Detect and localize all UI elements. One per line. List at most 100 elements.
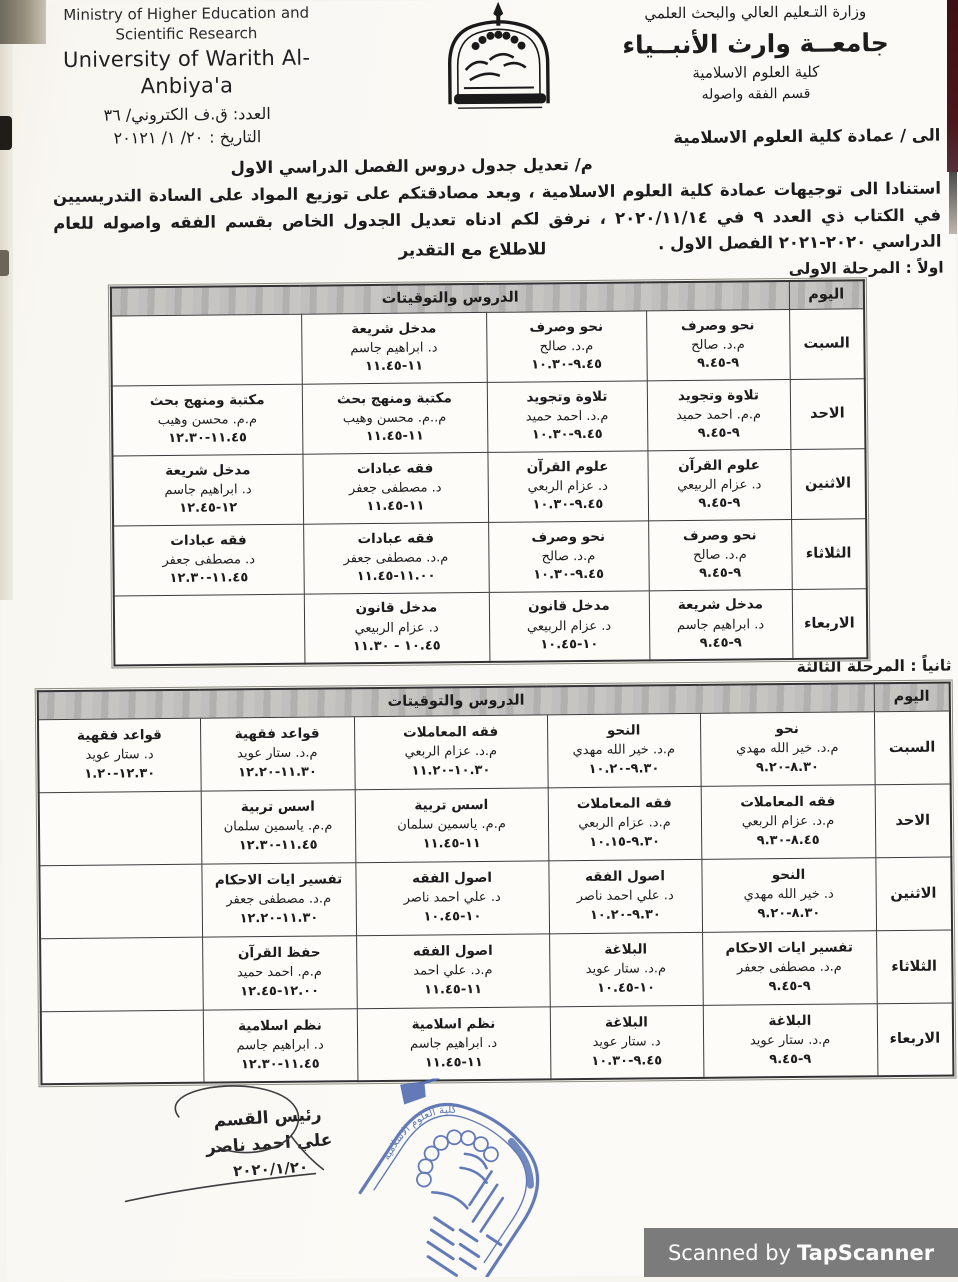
lesson-time: ١٠.٤٥-١٠: [597, 980, 656, 996]
header-left-block: Ministry of Higher Education and Scienti…: [31, 3, 342, 149]
schedule-row: الاربعاء مدخل شريعة د. ابراهيم جاسم ٩.٤٥-٩ م…: [113, 588, 868, 666]
lesson-subject: نحو وصرف: [682, 527, 757, 544]
lesson-time: ١٢.٤٥-١٢: [179, 500, 238, 517]
lesson-teacher: د. عزام الربعي: [527, 478, 608, 495]
day-cell: السبت: [789, 308, 865, 380]
lesson-cell: تلاوة وتجويد م.م. احمد حميد ٩.٤٥-٩: [646, 379, 791, 451]
tapscanner-brand-label: TapScanner: [796, 1240, 935, 1265]
empty-cell: [111, 313, 302, 386]
lesson-cell: النحو م.د. خير الله مهدي ١٠.٢٠-٩.٣٠: [546, 712, 701, 788]
university-name-en: University of Warith Al-Anbiya'a: [62, 45, 311, 99]
lesson-cell: تلاوة وتجويد م.د. احمد حميد ١٠.٣٠-٩.٤٥: [486, 380, 648, 452]
day-column-header: اليوم: [788, 280, 865, 310]
lesson-teacher: د. ابراهيم جاسم: [350, 340, 438, 357]
lesson-subject: اصول الفقه: [412, 943, 493, 960]
lesson-teacher: د. عزام الربيعي: [354, 620, 439, 636]
lesson-cell: نحو وصرف م.د. صالح ١٠.٣٠-٩.٤٥: [488, 520, 649, 592]
empty-cell: [38, 790, 202, 866]
scan-artifact-left-small: [0, 250, 9, 276]
lesson-teacher: م.د. صالح: [541, 548, 596, 565]
scan-artifact-left-strip: [0, 40, 13, 600]
lesson-teacher: م.د. عزام الربعي: [741, 814, 835, 830]
college-name-ar: كلية العلوم الاسلامية: [692, 62, 820, 82]
date-value: ٢٠١٢١ /١ /٢٠: [113, 127, 204, 148]
lesson-time: ١١.٤٥-١١: [424, 1054, 483, 1071]
university-name-ar: جامعــة وارث الأنبــياء: [622, 27, 889, 60]
lesson-time: ١٢.٣٠-١١.٤٥: [238, 837, 318, 854]
lesson-subject: النحو: [771, 867, 806, 884]
day-cell: الثلاثاء: [791, 518, 867, 590]
lesson-time: ٩.٣٠-٨.٤٥: [756, 832, 820, 849]
lesson-time: ٩.٤٥-٩: [697, 425, 740, 442]
intro-date-value: ٢٠٢٠/١١/١٤: [615, 207, 708, 228]
lesson-subject: مدخل شريعة: [351, 320, 437, 337]
lesson-subject: البلاغة: [604, 941, 648, 959]
lesson-subject: فقه عبادات: [357, 530, 435, 547]
day-cell: الاحد: [874, 783, 952, 858]
lesson-time: ٩.٤٥-٩: [699, 635, 742, 652]
lesson-subject: البلاغة: [604, 1014, 648, 1031]
lesson-time: ١.٢٠-١٢.٣٠: [84, 766, 156, 782]
lesson-teacher: د. مصطفى جعفر: [348, 480, 442, 497]
lesson-time: ١٠.١٥-٩.٣٠: [589, 834, 661, 850]
lesson-teacher: م.م. ياسمين سلمان: [223, 818, 333, 835]
lesson-cell: فقه المعاملات م.د. عزام الربعي ١٠.١٥-٩.٣٠: [547, 785, 702, 861]
lesson-time: ١١.٤٥-١١: [424, 981, 483, 998]
lesson-cell: تفسير ايات الاحكام م.د. مصطفى جعفر ١٢.٢٠-١…: [201, 862, 357, 937]
schedule-row: الاثنين علوم القرآن د. عزام الربيعي ٩.٤٥-٩ ع…: [112, 448, 867, 526]
lesson-time: ١٠.٣٠-٩.٤٥: [531, 427, 603, 443]
lesson-time: ١١.٤٥-١١: [365, 358, 424, 375]
schedule-row: الثلاثاء نحو وصرف م.د. صالح ٩.٤٥-٩ نحو وصرف م…: [113, 518, 867, 596]
handwritten-signature-strokes: [124, 1085, 325, 1203]
day-cell: السبت: [873, 710, 951, 785]
lesson-cell: فقه عبادات م.د. مصطفى جعفر ١١.٤٥-١١.٠٠: [303, 521, 489, 594]
day-cell: الاربعاء: [791, 588, 868, 659]
lesson-teacher: م.د. خير الله مهدي: [736, 741, 839, 757]
lesson-subject: تفسير ايات الاحكام: [214, 871, 343, 889]
lesson-teacher: م.د. صالح: [539, 338, 594, 355]
lesson-subject: تلاوة وتجويد: [677, 387, 759, 404]
lesson-time: ٩.٤٥-٩: [768, 978, 811, 995]
lesson-cell: نحو م.د. خير الله مهدي ٩.٢٠-٨.٣٠: [699, 711, 875, 786]
lesson-subject: قواعد فقهية: [234, 725, 320, 743]
lesson-time: ٩.٢٠-٨.٣٠: [757, 905, 821, 922]
lesson-teacher: د. خير الله مهدي: [743, 887, 834, 903]
lesson-teacher: د. ستار عويد: [592, 1034, 661, 1051]
university-emblem-icon: [448, 1, 550, 109]
lesson-teacher: م.د. مصطفى جعفر: [343, 550, 449, 567]
lesson-subject: اسس تربية: [240, 798, 315, 816]
lesson-subject: مكتبة ومنهج بحث: [149, 391, 265, 409]
lesson-cell: النحو د. خير الله مهدي ٩.٢٠-٨.٣٠: [701, 857, 877, 932]
date-label: التاريخ :: [209, 127, 262, 147]
lesson-cell: مدخل شريعة د. ابراهيم جاسم ١٢.٤٥-١٢: [112, 453, 304, 526]
lesson-teacher: م.د. مصطفى جعفر: [226, 891, 332, 908]
lesson-time: ١٢.٣٠-١١.٤٥: [240, 1056, 320, 1073]
lesson-subject: فقه المعاملات: [576, 795, 672, 813]
lesson-cell: علوم القرآن د. عزام الربيعي ٩.٤٥-٩: [647, 449, 792, 521]
lesson-subject: نحو وصرف: [529, 318, 604, 336]
document-date-line: التاريخ : ٢٠١٢١ /١ /٢٠: [32, 125, 342, 149]
lesson-teacher: م.د. مصطفى جعفر: [736, 959, 842, 976]
lesson-cell: البلاغة م.د. ستار عويد ٩.٤٥-٩: [702, 1003, 878, 1078]
lesson-time: ١١.٤٥-١١: [365, 428, 424, 445]
lesson-subject: فقه عبادات: [170, 531, 247, 549]
lesson-teacher: م..م. محسن وهيب: [342, 410, 447, 427]
schedule-row: الثلاثاء تفسير ايات الاحكام م.د. مصطفى جعف…: [40, 929, 953, 1012]
lesson-subject: حفظ القرآن: [237, 944, 321, 962]
ministry-ar-line: وزارة التـعليم العالي والبحث العلمي: [644, 2, 867, 23]
lesson-cell: نظم اسلامية د. ابراهيم جاسم ١١.٤٥-١١: [356, 1006, 551, 1082]
ministry-en-line2: Scientific Research: [115, 23, 258, 44]
lesson-teacher: م.د. عزام الربعي: [578, 815, 671, 832]
scan-artifact-left-black: [0, 116, 12, 150]
lesson-cell: مدخل قانون د. عزام الربيعي ١٠.٤٥-١٠: [488, 590, 650, 662]
lesson-teacher: د. ابراهيم جاسم: [236, 1037, 324, 1054]
lesson-subject: نحو: [775, 721, 799, 738]
lesson-teacher: م.م. ياسمين سلمان: [397, 817, 506, 834]
lesson-time: ١٠.٢٠-٩.٣٠: [589, 907, 661, 923]
lesson-subject: مدخل شريعة: [165, 461, 251, 479]
schedule-table-stage3: اليوم الدروس والتوقيتات السبت نحو م.د. خير ا…: [36, 681, 955, 1086]
lesson-cell: اصول الفقه د. علي احمد ناصر ١٠.٤٥-١٠: [355, 860, 550, 936]
lesson-teacher: م.د. صالح: [693, 547, 747, 563]
lesson-time: ١٠.٣٠-٩.٤٥: [531, 357, 603, 373]
